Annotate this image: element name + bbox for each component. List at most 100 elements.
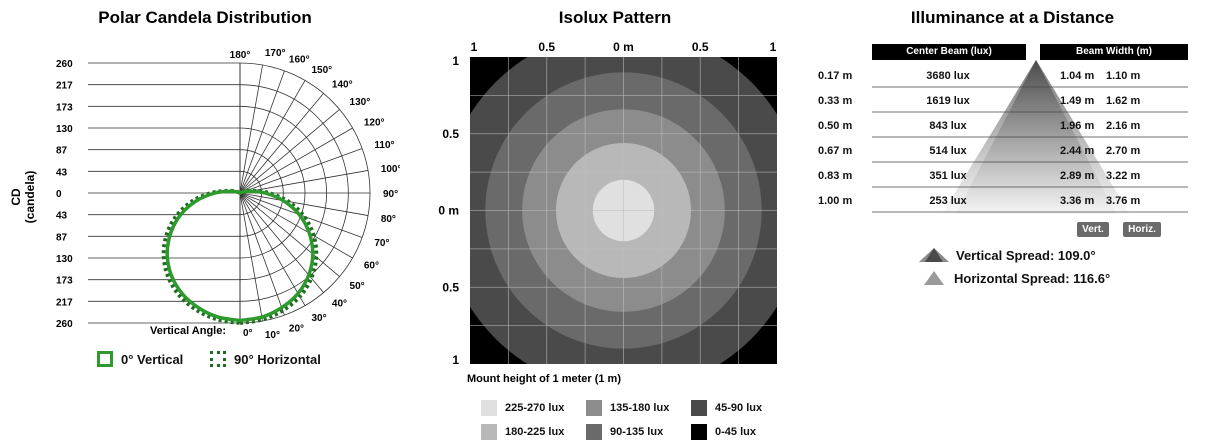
angle-tick-label: 140° [332,79,353,90]
isolux-legend-label: 0-45 lux [715,426,756,438]
horizontal-width-value: 2.70 m [1106,145,1141,157]
angle-tick-label: 120° [364,118,385,129]
mount-height-label: Mount height of 1 meter (1 m) [467,373,621,385]
cd-tick-label: 173 [56,276,73,287]
center-beam-value: 514 lux [929,145,967,157]
isolux-legend-label: 180-225 lux [505,426,565,438]
horizontal-width-value: 2.16 m [1106,120,1141,132]
isolux-legend-item: 90-135 lux [586,424,663,440]
horizontal-width-value: 1.62 m [1106,95,1141,107]
horizontal-spread-label: Horizontal Spread: 116.6° [954,270,1111,286]
distance-label: 0.83 m [818,170,853,182]
angle-tick-label: 100° [381,164,400,175]
illuminance-title: Illuminance at a Distance [910,8,1115,27]
legend-swatch-icon [691,400,707,416]
cd-tick-label: 87 [56,232,68,243]
polar-title: Polar Candela Distribution [98,8,312,27]
legend-vertical-label: 0° Vertical [121,351,184,367]
center-beam-value: 351 lux [929,170,967,182]
vertical-width-value: 3.36 m [1060,195,1095,207]
distance-label: 0.33 m [818,95,853,107]
angle-tick-label: 160° [289,55,310,66]
vertical-spread: Vertical Spread: 109.0° [916,247,1096,263]
illuminance-panel: Illuminance at a Distance Center Beam (l… [808,0,1207,443]
polar-legend-vertical: 0° Vertical [97,351,183,367]
isolux-legend-label: 90-135 lux [610,426,664,438]
isolux-legend-item: 180-225 lux [481,424,564,440]
angle-tick-label: 20° [289,323,304,334]
legend-swatch-icon [691,424,707,440]
isolux-legend-label: 135-180 lux [610,402,670,414]
distance-label: 1.00 m [818,195,853,207]
horizontal-spread-icon [924,271,944,285]
center-beam-value: 253 lux [929,195,967,207]
polar-chart: 260 217 173 130 87 43 0 43 87 130 173 217 260 0° 10° 20… [9,48,400,341]
center-beam-header: Center Beam (lux) [872,44,1026,60]
polar-radial-line [239,109,340,194]
distance-label: 0.17 m [818,70,853,82]
cd-tick-label: 173 [56,102,73,113]
angle-tick-label: 60° [364,261,379,272]
isolux-legend-item: 135-180 lux [586,400,669,416]
center-beam-value: 3680 lux [926,70,970,82]
polar-radial-line [239,70,285,194]
isolux-legend-item: 45-90 lux [691,400,762,416]
angle-tick-label: 10° [265,330,280,341]
vertical-swatch-icon [97,351,113,367]
legend-swatch-icon [481,424,497,440]
angle-tick-label: 30° [312,313,327,324]
isolux-legend-label: 45-90 lux [715,402,763,414]
polar-radial-line [239,192,340,277]
isolux-x-tick: 1 [471,40,478,54]
polar-radial-line [239,64,263,194]
angle-tick-label: 130° [350,97,371,108]
horizontal-width-value: 3.76 m [1106,195,1141,207]
polar-radial-line [239,192,263,322]
vertical-width-value: 2.44 m [1060,145,1095,157]
polar-radial-line [239,192,353,259]
beam-cone [872,60,1188,214]
angle-tick-label: 70° [374,238,389,249]
polar-radial-line [239,148,363,194]
angle-tick-label: 150° [312,65,333,76]
legend-swatch-icon [586,400,602,416]
cd-tick-label: 130 [56,124,73,135]
isolux-title: Isolux Pattern [558,8,672,27]
cd-tick-label: 43 [56,167,68,178]
isolux-x-tick: 0 m [613,40,634,54]
cd-axis-sublabel: (candela) [23,171,37,224]
cd-tick-label: 217 [56,81,73,92]
isolux-x-tick: 0.5 [538,40,555,54]
isolux-x-tick: 0.5 [692,40,709,54]
polar-radial-line [239,192,369,216]
angle-tick-label: 80° [381,214,396,225]
isolux-y-tick: 1 [452,54,459,68]
legend-horizontal-label: 90° Horizontal [234,351,321,367]
cd-tick-label: 260 [56,59,73,70]
isolux-y-tick: 0 m [438,204,459,218]
isolux-y-tick: 0.5 [442,127,459,141]
polar-radial-line [239,170,369,194]
angle-tick-label: 40° [332,299,347,310]
horizontal-width-value: 3.22 m [1106,170,1141,182]
vertical-spread-label: Vertical Spread: 109.0° [956,247,1096,263]
angle-tick-label: 90° [383,189,398,200]
vertical-width-value: 2.89 m [1060,170,1095,182]
cd-tick-label: 260 [56,319,73,330]
polar-panel: Polar Candela Distribution 260 217 173 130 8… [0,0,400,443]
isolux-legend-item: 0-45 lux [691,424,756,440]
cd-tick-label: 0 [56,189,62,200]
polar-radial-line [239,127,353,194]
polar-radial-line [239,80,306,194]
isolux-legend-label: 225-270 lux [505,402,565,414]
angle-tick-label: 110° [374,140,394,151]
angle-tick-label: 170° [265,48,286,59]
vertical-spread-icon [919,248,949,262]
isolux-legend-item: 225-270 lux [481,400,564,416]
horizontal-spread: Horizontal Spread: 116.6° [920,270,1110,286]
beam-width-header: Beam Width (m) [1040,44,1188,60]
legend-swatch-icon [481,400,497,416]
polar-radial-line [239,93,324,194]
horiz-tag: Horiz. [1123,222,1161,237]
isolux-y-tick: 0.5 [442,280,459,294]
